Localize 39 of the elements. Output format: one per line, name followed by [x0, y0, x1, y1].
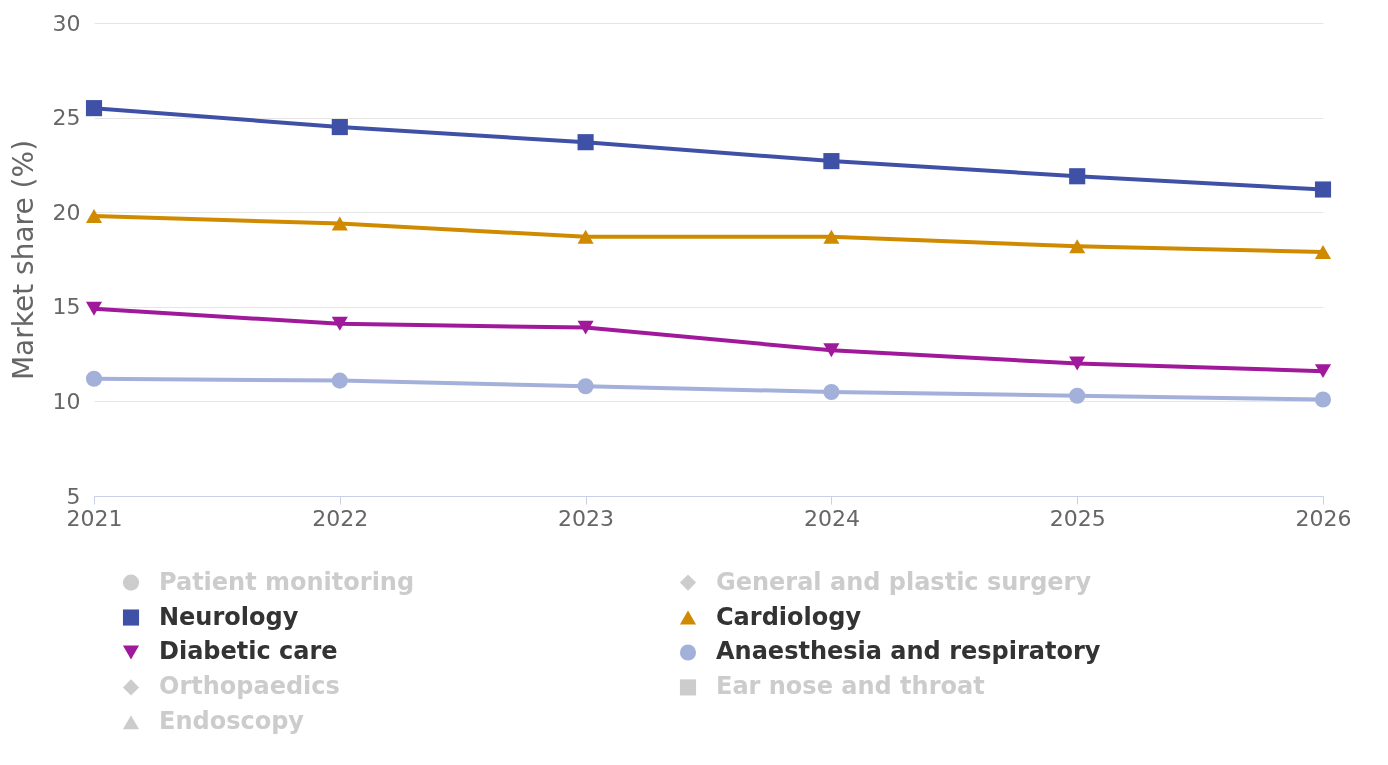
x-tick-label: 2024 [803, 505, 860, 531]
point [823, 383, 840, 400]
point [1314, 364, 1332, 379]
point [85, 100, 103, 117]
y-tick-label: 10 [52, 388, 81, 414]
point [1314, 244, 1332, 259]
legend-label: Cardiology [716, 602, 862, 631]
point [331, 372, 348, 389]
point [577, 134, 594, 151]
point [1069, 356, 1086, 371]
y-tick-label: 15 [52, 294, 81, 320]
point [577, 229, 594, 244]
y-tick-label: 30 [52, 10, 81, 36]
y-axis-title: Market share (%) [6, 139, 40, 381]
point [1069, 239, 1086, 254]
point [1314, 391, 1332, 408]
x-tick-label: 2023 [558, 505, 615, 531]
point [577, 378, 594, 395]
point [85, 209, 103, 223]
legend-label: Diabetic care [159, 637, 338, 666]
x-tick-label: 2026 [1295, 505, 1352, 531]
x-tick-label: 2025 [1049, 505, 1106, 531]
point [331, 119, 348, 136]
point [85, 370, 103, 387]
y-tick-label: 25 [52, 105, 81, 131]
legend-label: Neurology [159, 602, 299, 631]
point [1069, 387, 1086, 404]
point [331, 216, 348, 231]
point [331, 316, 348, 331]
point [85, 301, 103, 316]
point [577, 320, 594, 335]
point [823, 229, 840, 244]
x-tick-label: 2022 [312, 505, 369, 531]
point [1069, 168, 1086, 185]
point [823, 343, 840, 358]
legend-label: Anaesthesia and respiratory [716, 637, 1101, 666]
point [823, 153, 840, 170]
y-tick-label: 20 [52, 199, 81, 225]
point [1314, 181, 1332, 198]
